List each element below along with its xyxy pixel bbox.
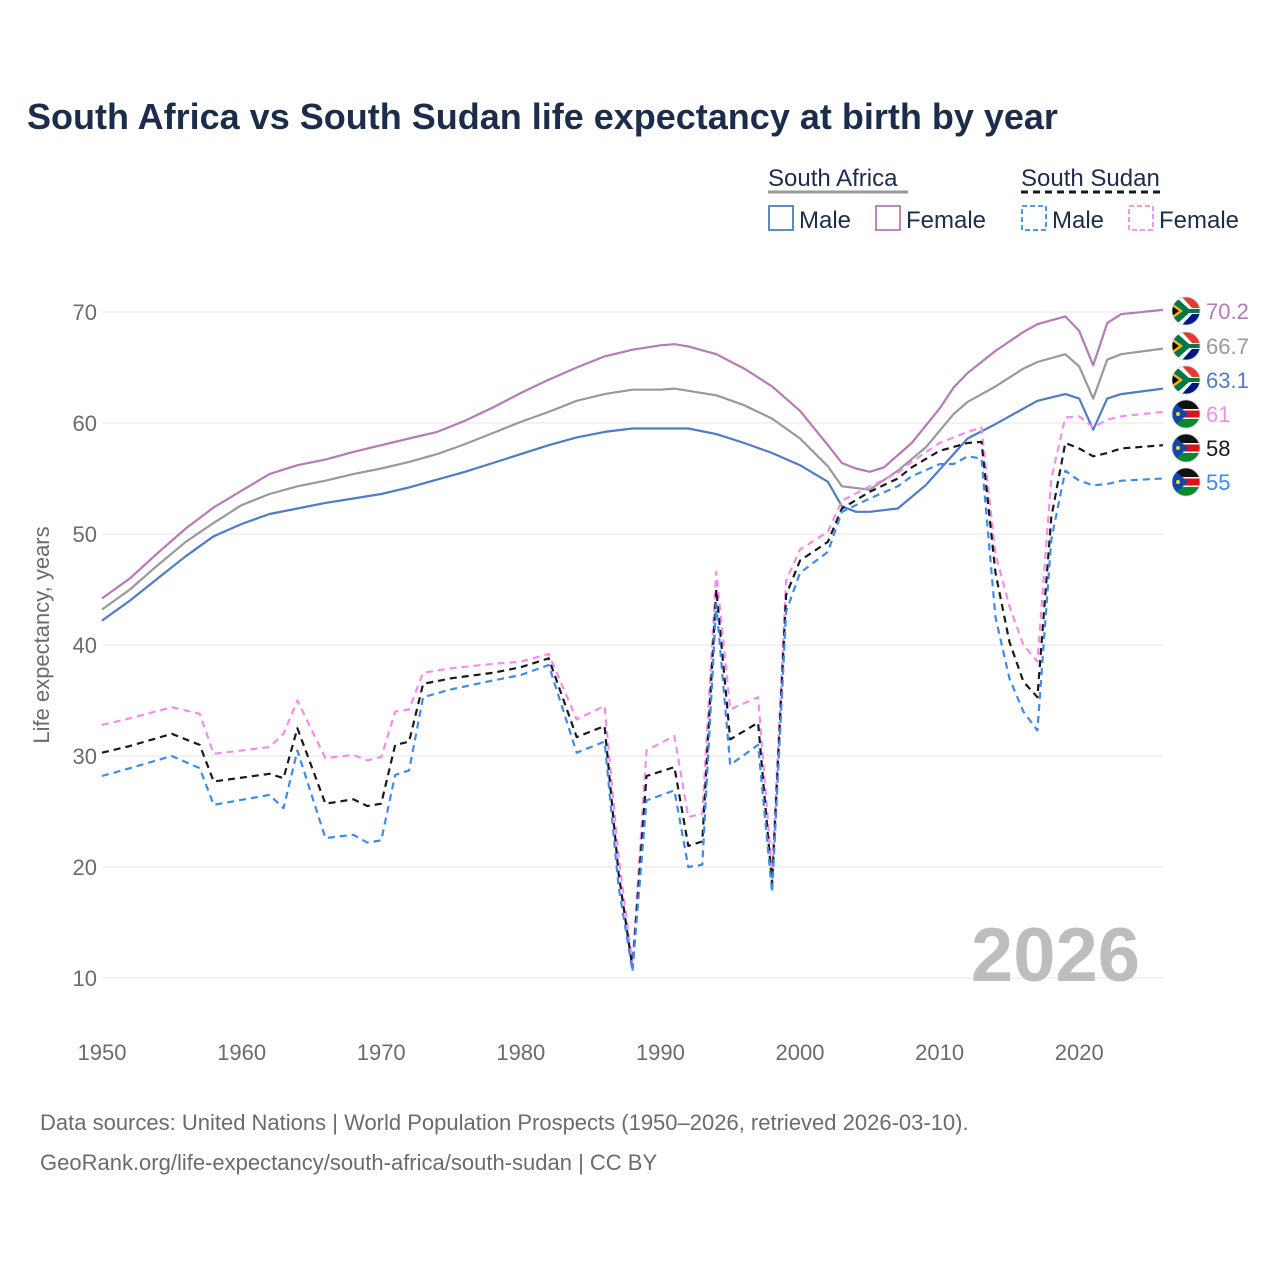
end-label-ss-total: 58 xyxy=(1206,436,1230,461)
end-label-sa-total: 66.7 xyxy=(1206,334,1249,359)
legend-sa-female-swatch xyxy=(875,205,901,231)
end-label-sa-male: 63.1 xyxy=(1206,368,1249,393)
x-tick-label: 1950 xyxy=(78,1040,127,1065)
y-tick-label: 60 xyxy=(73,411,97,436)
footer-sources: Data sources: United Nations | World Pop… xyxy=(40,1110,969,1135)
end-label-ss-female: 61 xyxy=(1206,402,1230,427)
legend-group-south-africa-title: South Africa xyxy=(768,165,898,192)
x-tick-label: 2000 xyxy=(776,1040,825,1065)
legend-ss-female-label: Female xyxy=(1159,207,1239,234)
x-tick-label: 1970 xyxy=(357,1040,406,1065)
legend-sa-male-label: Male xyxy=(799,207,851,234)
end-marker-ss-male: 55 xyxy=(1172,468,1230,496)
chart-title: South Africa vs South Sudan life expecta… xyxy=(27,96,1058,137)
legend-sa-male-swatch xyxy=(768,205,794,231)
y-tick-label: 20 xyxy=(73,855,97,880)
south-africa-flag-icon xyxy=(1172,297,1200,325)
y-axis: 10 20 30 40 50 60 70 xyxy=(73,300,97,991)
x-tick-label: 2020 xyxy=(1055,1040,1104,1065)
series-line-south-sudan-male xyxy=(101,455,1164,973)
x-tick-label: 1980 xyxy=(496,1040,545,1065)
x-tick-label: 2010 xyxy=(915,1040,964,1065)
south-sudan-flag-icon xyxy=(1172,468,1200,496)
end-label-sa-female: 70.2 xyxy=(1206,299,1249,324)
y-tick-label: 30 xyxy=(73,744,97,769)
legend: South Africa Male Female South Sudan Mal… xyxy=(768,165,1239,234)
south-africa-flag-icon xyxy=(1172,332,1200,360)
end-markers: 70.2 66.7 63.1 61 58 55 xyxy=(1172,297,1249,496)
end-marker-ss-female: 61 xyxy=(1172,400,1230,428)
series-line-south-africa-female xyxy=(101,308,1164,600)
gridlines xyxy=(102,311,1163,979)
series-line-south-africa-male xyxy=(101,387,1164,622)
legend-sa-female-label: Female xyxy=(906,207,986,234)
y-tick-label: 40 xyxy=(73,633,97,658)
y-axis-label: Life expectancy, years xyxy=(29,526,54,743)
legend-group-south-africa: South Africa Male Female xyxy=(768,165,986,234)
series-line-south-sudan-female xyxy=(101,410,1164,966)
end-label-ss-male: 55 xyxy=(1206,470,1230,495)
south-sudan-flag-icon xyxy=(1172,400,1200,428)
x-tick-label: 1990 xyxy=(636,1040,685,1065)
y-tick-label: 70 xyxy=(73,300,97,325)
legend-ss-male-swatch xyxy=(1021,205,1047,231)
series-lines xyxy=(101,308,1164,973)
series-line-south-africa xyxy=(101,347,1164,611)
end-marker-ss-total: 58 xyxy=(1172,434,1230,462)
x-axis: 1950 1960 1970 1980 1990 2000 2010 2020 xyxy=(78,1040,1104,1065)
x-tick-label: 1960 xyxy=(217,1040,266,1065)
south-africa-flag-icon xyxy=(1172,366,1200,394)
end-marker-sa-female: 70.2 xyxy=(1172,297,1249,325)
series-line-south-sudan xyxy=(101,440,1164,970)
end-marker-sa-total: 66.7 xyxy=(1172,332,1249,360)
legend-group-south-sudan-title: South Sudan xyxy=(1021,165,1160,192)
y-tick-label: 10 xyxy=(73,966,97,991)
end-marker-sa-male: 63.1 xyxy=(1172,366,1249,394)
legend-group-south-sudan: South Sudan Male Female xyxy=(1021,165,1239,234)
legend-ss-male-label: Male xyxy=(1052,207,1104,234)
y-tick-label: 50 xyxy=(73,522,97,547)
footer-link: GeoRank.org/life-expectancy/south-africa… xyxy=(40,1150,657,1175)
legend-ss-female-swatch xyxy=(1128,205,1154,231)
year-watermark: 2026 xyxy=(971,913,1140,998)
south-sudan-flag-icon xyxy=(1172,434,1200,462)
